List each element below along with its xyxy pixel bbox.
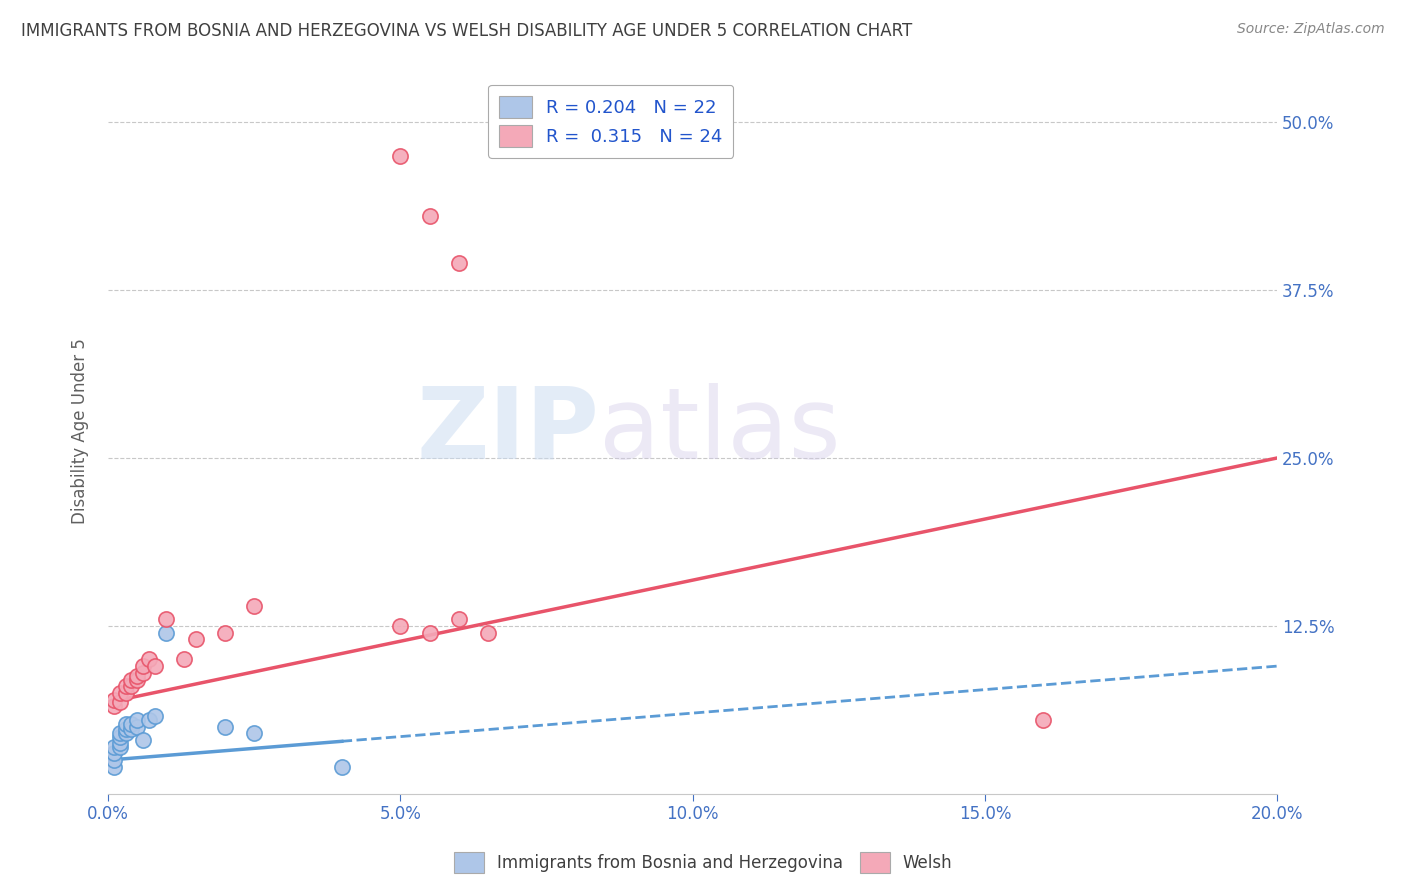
Point [447, 612, 470, 626]
Text: IMMIGRANTS FROM BOSNIA AND HERZEGOVINA VS WELSH DISABILITY AGE UNDER 5 CORRELATI: IMMIGRANTS FROM BOSNIA AND HERZEGOVINA V… [21, 22, 912, 40]
Point [477, 625, 499, 640]
Legend: R = 0.204   N = 22, R =  0.315   N = 24: R = 0.204 N = 22, R = 0.315 N = 24 [488, 85, 734, 158]
Point [103, 747, 125, 761]
Point [114, 686, 136, 700]
Point [138, 652, 160, 666]
Point [103, 699, 125, 714]
Point [132, 665, 155, 680]
Point [127, 719, 149, 733]
Point [103, 760, 125, 774]
Point [132, 733, 155, 747]
Point [127, 713, 149, 727]
Point [419, 625, 441, 640]
Point [108, 686, 131, 700]
Point [132, 659, 155, 673]
Point [127, 668, 149, 682]
Point [103, 692, 125, 706]
Point [447, 256, 470, 270]
Point [108, 739, 131, 754]
Point [1032, 713, 1054, 727]
Point [155, 612, 177, 626]
Point [120, 673, 142, 687]
Point [389, 149, 412, 163]
Point [103, 739, 125, 754]
Point [108, 695, 131, 709]
Point [114, 679, 136, 693]
Point [419, 209, 441, 223]
Point [143, 708, 166, 723]
Point [114, 726, 136, 740]
Point [127, 673, 149, 687]
Point [243, 599, 266, 613]
Point [214, 625, 236, 640]
Point [330, 760, 353, 774]
Point [120, 679, 142, 693]
Point [214, 719, 236, 733]
Point [114, 716, 136, 731]
Text: ZIP: ZIP [416, 383, 599, 480]
Point [138, 713, 160, 727]
Point [173, 652, 195, 666]
Point [114, 723, 136, 737]
Point [120, 723, 142, 737]
Point [120, 716, 142, 731]
Text: Source: ZipAtlas.com: Source: ZipAtlas.com [1237, 22, 1385, 37]
Point [103, 753, 125, 767]
Point [184, 632, 207, 647]
Point [108, 726, 131, 740]
Point [143, 659, 166, 673]
Point [108, 736, 131, 750]
Point [108, 731, 131, 745]
Text: atlas: atlas [599, 383, 841, 480]
Point [155, 625, 177, 640]
Point [389, 619, 412, 633]
Point [243, 726, 266, 740]
Legend: Immigrants from Bosnia and Herzegovina, Welsh: Immigrants from Bosnia and Herzegovina, … [447, 846, 959, 880]
Y-axis label: Disability Age Under 5: Disability Age Under 5 [72, 338, 89, 524]
